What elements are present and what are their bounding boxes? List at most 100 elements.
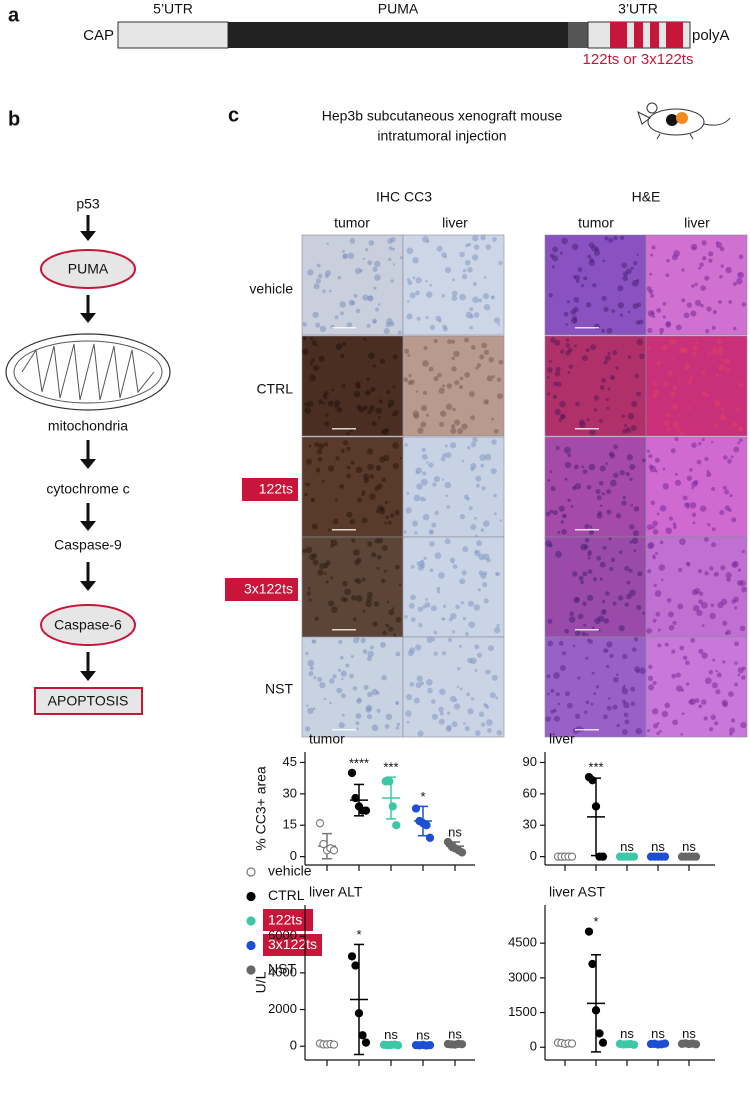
cell-nucleus (442, 384, 446, 388)
cell-nucleus (429, 283, 433, 287)
cell-nucleus (606, 705, 612, 711)
cell-nucleus (691, 512, 697, 518)
cell-nucleus (331, 606, 338, 614)
cell-nucleus (558, 640, 564, 646)
cell-nucleus (622, 275, 629, 282)
cell-nucleus (706, 471, 712, 478)
cell-nucleus (674, 437, 679, 442)
cell-nucleus (369, 493, 376, 500)
cell-nucleus (321, 401, 325, 405)
cell-nucleus (546, 392, 551, 396)
cell-nucleus (622, 495, 627, 500)
cell-nucleus (680, 688, 685, 692)
cell-nucleus (557, 530, 561, 534)
cell-nucleus (426, 291, 433, 298)
cell-nucleus (467, 708, 474, 715)
cell-nucleus (676, 685, 683, 692)
data-point (319, 839, 328, 849)
cell-nucleus (608, 537, 612, 541)
cell-nucleus (391, 607, 395, 610)
cell-nucleus (679, 645, 685, 651)
cell-nucleus (583, 623, 587, 627)
cell-nucleus (315, 322, 321, 328)
cell-nucleus (381, 545, 388, 551)
cell-nucleus (572, 274, 577, 279)
arrow-head (80, 459, 96, 469)
cell-nucleus (601, 295, 607, 301)
cell-nucleus (703, 716, 708, 721)
cell-nucleus (655, 551, 658, 555)
cell-nucleus (593, 323, 600, 330)
cell-nucleus (573, 344, 577, 348)
cell-nucleus (731, 517, 737, 523)
cell-nucleus (463, 494, 469, 500)
cell-nucleus (633, 637, 639, 642)
cell-nucleus (615, 513, 622, 519)
data-point (595, 1029, 604, 1038)
scale-bar (575, 729, 599, 731)
cell-nucleus (477, 588, 481, 592)
cell-nucleus (314, 616, 319, 622)
cell-nucleus (636, 302, 642, 308)
cell-nucleus (665, 273, 670, 278)
cell-nucleus (698, 599, 703, 605)
cell-nucleus (415, 277, 422, 284)
cell-nucleus (704, 456, 709, 462)
cell-nucleus (334, 405, 338, 409)
cell-nucleus (723, 455, 728, 460)
cell-nucleus (585, 348, 590, 353)
cell-nucleus (689, 375, 694, 380)
cell-nucleus (712, 658, 716, 662)
cell-nucleus (559, 664, 567, 672)
cell-nucleus (395, 726, 400, 730)
cell-nucleus (377, 537, 384, 544)
cell-nucleus (563, 311, 569, 317)
cell-nucleus (587, 254, 592, 259)
cell-nucleus (338, 639, 343, 644)
cell-nucleus (658, 564, 666, 571)
cell-nucleus (695, 299, 702, 307)
cell-nucleus (323, 572, 327, 576)
cell-nucleus (308, 671, 314, 677)
cell-nucleus (575, 401, 580, 407)
cell-nucleus (711, 682, 718, 689)
cell-nucleus (572, 571, 578, 577)
cell-nucleus (451, 290, 458, 297)
cell-nucleus (307, 707, 314, 714)
cell-nucleus (327, 528, 331, 532)
cell-nucleus (475, 366, 479, 370)
cell-nucleus (573, 464, 579, 470)
data-point (361, 1038, 371, 1047)
cell-nucleus (720, 416, 725, 421)
cell-nucleus (470, 524, 477, 530)
cell-nucleus (327, 400, 334, 407)
cell-nucleus (732, 422, 738, 428)
cell-nucleus (689, 467, 693, 472)
cell-nucleus (407, 353, 411, 357)
cell-nucleus (494, 626, 501, 634)
cell-nucleus (489, 692, 496, 699)
cell-nucleus (689, 698, 697, 705)
significance: * (420, 789, 425, 804)
significance: ns (448, 1026, 462, 1041)
cell-nucleus (459, 578, 466, 585)
cell-nucleus (307, 483, 311, 487)
cell-nucleus (721, 407, 725, 411)
cell-nucleus (342, 341, 347, 347)
cell-nucleus (603, 306, 609, 312)
cell-nucleus (486, 719, 493, 726)
cell-nucleus (585, 656, 589, 660)
cell-nucleus (483, 349, 490, 355)
cell-nucleus (718, 300, 722, 304)
step: mitochondria (48, 418, 128, 434)
cell-nucleus (577, 267, 583, 272)
step: APOPTOSIS (48, 693, 129, 709)
cell-nucleus (599, 561, 606, 568)
cell-nucleus (665, 321, 672, 328)
cell-nucleus (493, 493, 497, 498)
cell-nucleus (447, 339, 452, 344)
cell-nucleus (559, 400, 566, 408)
cell-nucleus (554, 408, 561, 416)
cell-nucleus (656, 361, 661, 366)
cell-nucleus (713, 571, 719, 577)
